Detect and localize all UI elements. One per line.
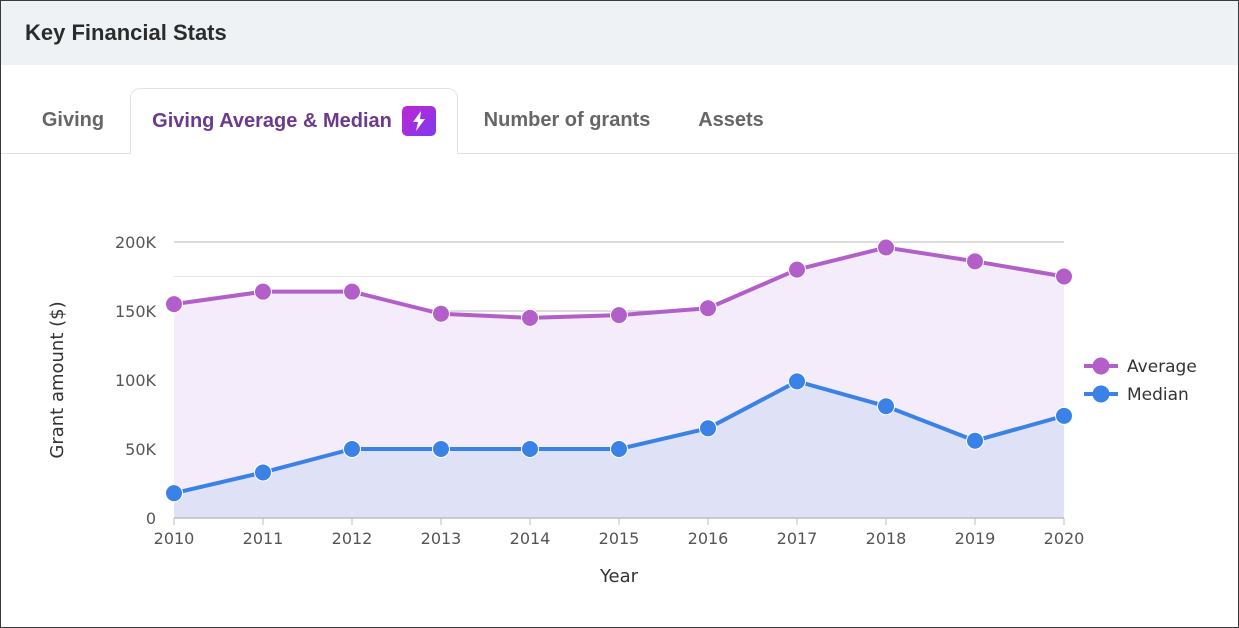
legend: Average Median <box>1084 357 1197 405</box>
median-data-point <box>966 431 984 450</box>
x-tick-label: 2016 <box>688 529 729 548</box>
average-data-point <box>432 304 450 323</box>
tab-number-of-grants-label: Number of grants <box>483 109 651 131</box>
average-data-point <box>610 306 628 325</box>
x-tick-label: 2011 <box>243 529 284 548</box>
median-data-point <box>610 440 628 458</box>
x-tick-label: 2012 <box>332 529 373 548</box>
y-tick-label: 200K <box>115 233 157 252</box>
average-data-point <box>521 308 539 327</box>
x-tick-label: 2020 <box>1044 529 1085 548</box>
legend-swatch-marker <box>1092 357 1110 375</box>
legend-label: Median <box>1127 385 1189 405</box>
average-data-point <box>1055 267 1073 286</box>
tab-bar: Giving Giving Average & Median Number of… <box>1 65 1238 154</box>
average-data-point <box>966 252 984 271</box>
median-data-point <box>1055 406 1073 425</box>
x-tick-label: 2015 <box>599 529 640 548</box>
average-data-point <box>254 282 272 301</box>
x-tick-label: 2014 <box>510 529 551 548</box>
x-tick-label: 2010 <box>154 529 195 548</box>
average-data-point <box>165 295 183 314</box>
median-data-point <box>521 440 539 458</box>
legend-item: Average <box>1084 357 1197 377</box>
y-tick-label: 0 <box>146 509 156 528</box>
tab-giving-average-median[interactable]: Giving Average & Median <box>130 88 458 154</box>
median-data-point <box>432 440 450 458</box>
median-data-point <box>788 372 806 391</box>
average-data-point <box>343 282 361 301</box>
x-tick-label: 2019 <box>955 529 996 548</box>
tab-assets[interactable]: Assets <box>689 88 773 153</box>
chart-area: 0 50K 100K 150K 200K 2010 2011 2012 2013 2014 2015… <box>1 154 1238 627</box>
y-tick-label: 50K <box>125 440 156 459</box>
legend-item: Median <box>1084 385 1189 405</box>
x-tick-label: 2013 <box>421 529 462 548</box>
median-data-point <box>699 419 717 438</box>
average-data-point <box>877 238 895 257</box>
y-axis-title: Grant amount ($) <box>47 301 68 458</box>
x-axis-title: Year <box>599 566 639 587</box>
median-data-point <box>254 463 272 482</box>
legend-label: Average <box>1127 357 1197 377</box>
tab-giving[interactable]: Giving <box>23 88 123 153</box>
line-chart: 0 50K 100K 150K 200K 2010 2011 2012 2013 2014 2015… <box>47 233 1197 587</box>
median-data-point <box>877 397 895 416</box>
median-data-point <box>343 440 361 458</box>
y-tick-label: 150K <box>115 302 157 321</box>
tab-giving-label: Giving <box>41 109 105 131</box>
card-title: Key Financial Stats <box>25 20 227 45</box>
average-data-point <box>699 299 717 318</box>
tab-number-of-grants[interactable]: Number of grants <box>475 88 659 153</box>
bolt-icon <box>401 106 436 136</box>
card-header: Key Financial Stats <box>1 1 1238 65</box>
median-data-point <box>165 484 183 503</box>
average-data-point <box>788 260 806 279</box>
x-tick-label: 2017 <box>777 529 818 548</box>
legend-swatch-marker <box>1092 385 1110 403</box>
x-tick-label: 2018 <box>866 529 907 548</box>
tab-assets-label: Assets <box>698 109 764 131</box>
tab-giving-average-median-label: Giving Average & Median <box>152 109 392 132</box>
y-tick-label: 100K <box>115 371 157 390</box>
